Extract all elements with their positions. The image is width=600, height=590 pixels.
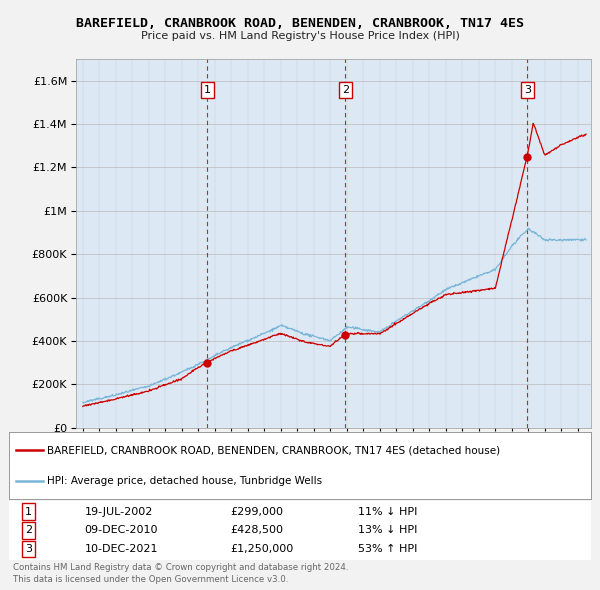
Text: 1: 1 — [204, 86, 211, 96]
Text: 2: 2 — [342, 86, 349, 96]
Text: 11% ↓ HPI: 11% ↓ HPI — [358, 507, 418, 516]
Text: BAREFIELD, CRANBROOK ROAD, BENENDEN, CRANBROOK, TN17 4ES: BAREFIELD, CRANBROOK ROAD, BENENDEN, CRA… — [76, 17, 524, 30]
Text: This data is licensed under the Open Government Licence v3.0.: This data is licensed under the Open Gov… — [13, 575, 289, 584]
Text: Price paid vs. HM Land Registry's House Price Index (HPI): Price paid vs. HM Land Registry's House … — [140, 31, 460, 41]
Text: 3: 3 — [25, 545, 32, 554]
Text: 53% ↑ HPI: 53% ↑ HPI — [358, 545, 418, 554]
Text: 2: 2 — [25, 526, 32, 535]
Text: £428,500: £428,500 — [230, 526, 283, 535]
Text: Contains HM Land Registry data © Crown copyright and database right 2024.: Contains HM Land Registry data © Crown c… — [13, 563, 349, 572]
Text: 10-DEC-2021: 10-DEC-2021 — [85, 545, 158, 554]
Text: 19-JUL-2002: 19-JUL-2002 — [85, 507, 153, 516]
Text: BAREFIELD, CRANBROOK ROAD, BENENDEN, CRANBROOK, TN17 4ES (detached house): BAREFIELD, CRANBROOK ROAD, BENENDEN, CRA… — [47, 445, 500, 455]
Text: £299,000: £299,000 — [230, 507, 283, 516]
Text: 13% ↓ HPI: 13% ↓ HPI — [358, 526, 418, 535]
Text: HPI: Average price, detached house, Tunbridge Wells: HPI: Average price, detached house, Tunb… — [47, 476, 322, 486]
Text: £1,250,000: £1,250,000 — [230, 545, 293, 554]
Text: 1: 1 — [25, 507, 32, 516]
Text: 09-DEC-2010: 09-DEC-2010 — [85, 526, 158, 535]
Text: 3: 3 — [524, 86, 531, 96]
